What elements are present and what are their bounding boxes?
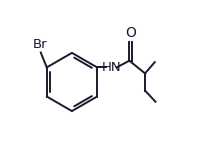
Text: O: O <box>125 26 136 40</box>
Text: HN: HN <box>102 61 122 74</box>
Text: Br: Br <box>33 38 47 51</box>
